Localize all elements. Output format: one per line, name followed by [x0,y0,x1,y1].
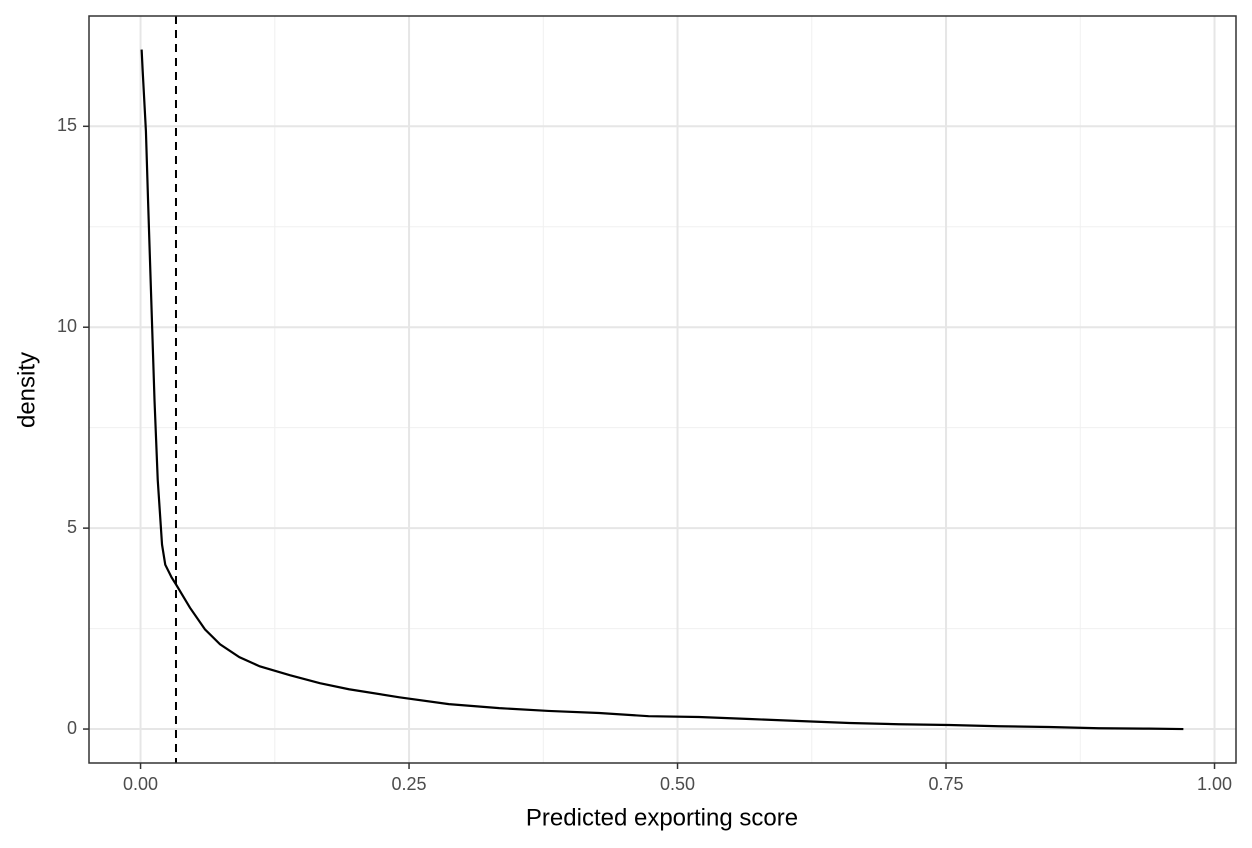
x-tick-label: 0.75 [929,774,964,794]
x-axis-title: Predicted exporting score [526,804,798,831]
x-tick-label: 0.00 [123,774,158,794]
y-tick-label: 5 [67,517,77,537]
x-tick-label: 1.00 [1197,774,1232,794]
density-line [140,49,1184,731]
y-tick-label: 10 [57,316,77,336]
panel-border [88,15,1237,764]
y-tick-label: 0 [67,718,77,738]
y-axis-title: density [13,352,40,428]
x-tick-label: 0.25 [392,774,427,794]
y-tick-label: 15 [57,115,77,135]
x-tick-label: 0.50 [660,774,695,794]
